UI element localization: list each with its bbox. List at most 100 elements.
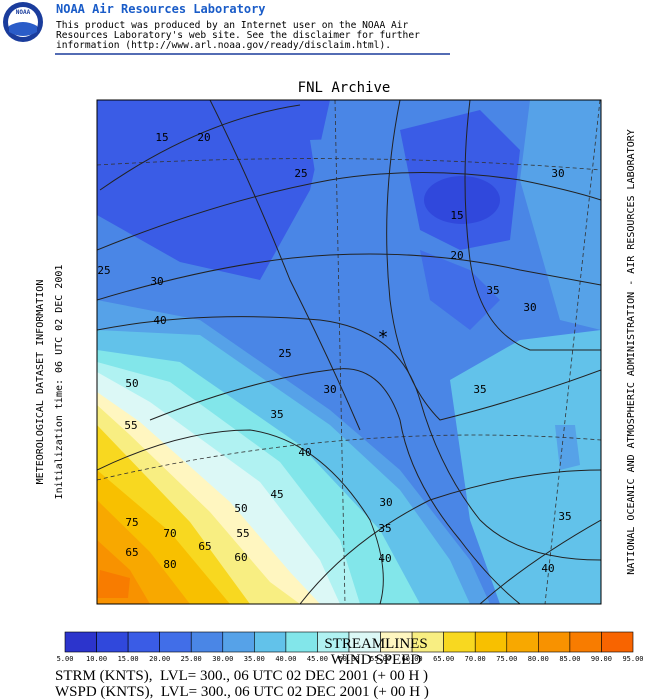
map-title: FNL Archive: [298, 80, 391, 96]
streamline: [99, 104, 301, 191]
colorbar-swatch: [443, 631, 476, 653]
colorbar-label: 35.00: [244, 655, 265, 663]
contour-label: 40: [298, 446, 311, 459]
colorbar-label: 25.00: [181, 655, 202, 663]
contour-label: 25: [97, 264, 110, 277]
center-marker: *: [378, 327, 389, 348]
longitude-line: [544, 100, 601, 604]
contour-label: 75: [125, 516, 138, 529]
streamline: [149, 368, 521, 604]
contour-label: 65: [198, 540, 211, 553]
colorbar-label: 45.00: [307, 655, 328, 663]
contour-label: 35: [558, 510, 571, 523]
colorbar-label: 70.00: [465, 655, 486, 663]
colorbar-label: 65.00: [433, 655, 454, 663]
latitude-line: [97, 158, 601, 171]
streamline: [479, 519, 601, 604]
contour-label: 70: [163, 527, 176, 540]
colorbar-label: 40.00: [275, 655, 296, 663]
contour-label: 30: [323, 383, 336, 396]
latitude-line: [97, 434, 601, 481]
disclaimer-line: This product was produced by an Internet…: [56, 20, 409, 31]
field-region: [310, 138, 362, 205]
streamline: [97, 429, 384, 604]
contour-label: 30: [523, 301, 536, 314]
colorbar-label: 10.00: [86, 655, 107, 663]
header: NOAA NOAA Air Resources Laboratory This …: [3, 2, 450, 55]
colorbar-swatch: [285, 631, 318, 653]
contour-label: 30: [551, 167, 564, 180]
colorbar-swatch: [538, 631, 571, 653]
field-region: [97, 570, 130, 598]
field-region: [424, 176, 500, 224]
contour-label: 45: [270, 488, 283, 501]
footer-line: STRM (KNTS), LVL= 300., 06 UTC 02 DEC 20…: [55, 668, 428, 684]
colorbar-label: 85.00: [559, 655, 580, 663]
longitude-line: [334, 100, 346, 604]
colorbar-label: 55.00: [370, 655, 391, 663]
contour-label: 35: [270, 408, 283, 421]
colorbar-label: 15.00: [118, 655, 139, 663]
colorbar-label: 60.00: [402, 655, 423, 663]
field-region: [420, 250, 500, 330]
colorbar-swatch: [127, 631, 160, 653]
contour-label: 60: [234, 551, 247, 564]
colorbar-label: 90.00: [591, 655, 612, 663]
map: * 15 20 25 30 15 25 20 30 35 30 40 25 30 35 50 35 55 40 45…: [96, 99, 602, 605]
footer-line: WIND SPEED: [331, 652, 422, 668]
streamline: [97, 172, 601, 251]
disclaimer-line: Resources Laboratory's web site. See the…: [56, 30, 420, 41]
colorbar-swatch: [64, 631, 97, 653]
streamline: [299, 469, 601, 604]
disclaimer-line: information (http://www.arl.noaa.gov/rea…: [56, 40, 391, 51]
map-frame: [96, 99, 602, 605]
footer-line: WSPD (KNTS), LVL= 300., 06 UTC 02 DEC 20…: [55, 684, 429, 700]
colorbar-swatch: [569, 631, 602, 653]
side-label: NATIONAL OCEANIC AND ATMOSPHERIC ADMINIS…: [626, 129, 637, 575]
contour-label: 30: [150, 275, 163, 288]
colorbar-swatch: [96, 631, 129, 653]
colorbar-swatch: [190, 631, 224, 653]
streamline: [464, 100, 601, 351]
colorbar-swatch: [222, 631, 255, 653]
side-label: METEOROLOGICAL DATASET INFORMATION: [35, 280, 46, 485]
colorbar-swatch: [159, 631, 192, 653]
contour-label: 80: [163, 558, 176, 571]
contour-labels: 15 20 25 30 15 25 20 30 35 30 40 25 30 35 50 35 55 40 45 50…: [97, 131, 571, 575]
contour-label: 25: [294, 167, 307, 180]
contour-label: 15: [155, 131, 168, 144]
streamline: [386, 100, 601, 421]
contour-label: 50: [234, 502, 247, 515]
colorbar: 5.00 10.00 15.00 20.00 25.00 30.00 35.00 40.00 4…: [57, 631, 644, 663]
streamline: [209, 100, 361, 431]
colorbar-label: 75.00: [496, 655, 517, 663]
contour-label: 20: [450, 249, 463, 262]
contour-label: 65: [125, 546, 138, 559]
footer-line: STREAMLINES: [324, 636, 427, 652]
contour-label: 40: [541, 562, 554, 575]
contour-label: 40: [153, 314, 166, 327]
contour-label: 35: [378, 522, 391, 535]
colorbar-swatch: [474, 631, 508, 653]
contour-label: 55: [236, 527, 249, 540]
contour-label: 40: [378, 552, 391, 565]
contour-label: 20: [197, 131, 210, 144]
colorbar-swatch: [506, 631, 539, 653]
colorbar-label: 20.00: [149, 655, 170, 663]
colorbar-label: 50.00: [338, 655, 359, 663]
contour-label: 35: [473, 383, 486, 396]
colorbar-swatch: [601, 631, 634, 653]
header-title: NOAA Air Resources Laboratory: [56, 2, 266, 16]
field-region: [450, 330, 601, 604]
colorbar-label: 5.00: [57, 655, 74, 663]
contour-label: 30: [379, 496, 392, 509]
side-label: Initialization time: 06 UTC 02 DEC 2001: [54, 265, 65, 500]
contour-label: 50: [125, 377, 138, 390]
contour-label: 15: [450, 209, 463, 222]
contour-label: 25: [278, 347, 291, 360]
field-region: [520, 100, 601, 330]
contour-label: 55: [124, 419, 137, 432]
colorbar-label: 30.00: [212, 655, 233, 663]
colorbar-label: 95.00: [622, 655, 643, 663]
